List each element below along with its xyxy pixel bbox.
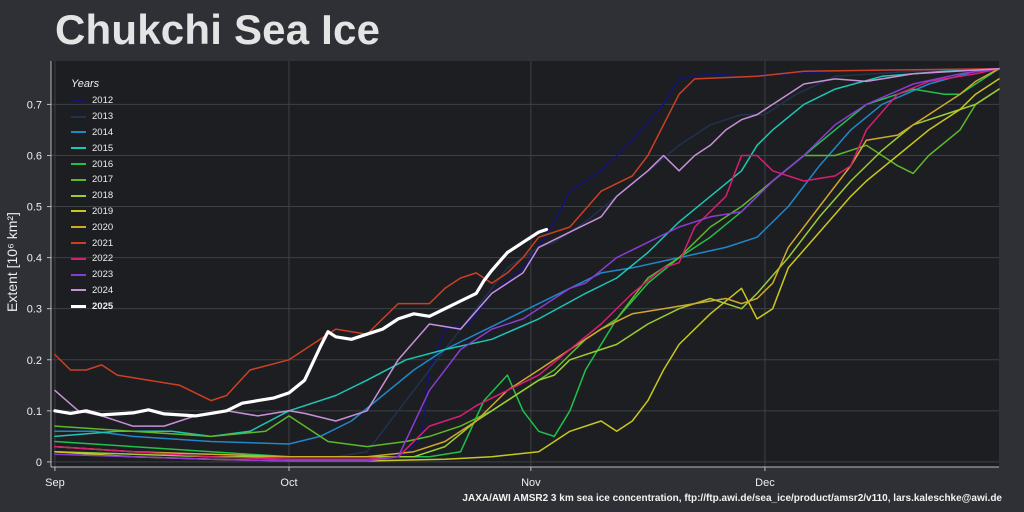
- series-line-2020: [54, 67, 1000, 458]
- legend-label: 2018: [92, 190, 114, 202]
- legend-swatch: [71, 210, 86, 213]
- series-line-2015: [54, 67, 1000, 438]
- legend-swatch: [71, 147, 86, 150]
- legend-swatch: [71, 242, 86, 245]
- legend-swatch: [71, 257, 86, 260]
- legend-swatch: [71, 289, 86, 292]
- series-line-2018: [54, 88, 1000, 458]
- legend-label: 2012: [92, 95, 114, 107]
- y-tick-labels: 0 0.1 0.2 0.3 0.4 0.5 0.6 0.7: [27, 99, 51, 469]
- legend-item-2017: 2017: [71, 172, 113, 188]
- legend-swatch: [71, 178, 86, 181]
- y-tick-label: 0: [36, 457, 42, 469]
- legend-label: 2024: [92, 284, 114, 296]
- legend-item-2022: 2022: [71, 251, 113, 267]
- legend-item-2015: 2015: [71, 140, 113, 156]
- series-line-2014: [54, 67, 1000, 445]
- legend-label: 2017: [92, 174, 114, 186]
- legend-label: 2023: [92, 269, 114, 281]
- legend-label: 2014: [92, 126, 114, 138]
- series-line-2019: [54, 78, 1000, 462]
- legend-item-2019: 2019: [71, 204, 113, 220]
- legend-item-2025: 2025: [71, 298, 113, 314]
- legend-label: 2013: [92, 111, 114, 123]
- legend-item-2014: 2014: [71, 125, 113, 141]
- y-tick-label: 0.3: [27, 304, 42, 316]
- series-line-2025: [53, 227, 549, 418]
- legend-item-2020: 2020: [71, 219, 113, 235]
- source-credit: JAXA/AWI AMSR2 3 km sea ice concentratio…: [462, 493, 1002, 504]
- legend-swatch: [71, 163, 86, 166]
- legend-swatch: [71, 194, 86, 197]
- legend-item-2013: 2013: [71, 109, 113, 125]
- x-tick-label: Oct: [280, 477, 297, 489]
- legend-label: 2020: [92, 221, 114, 233]
- x-tick-label: Nov: [521, 477, 541, 489]
- legend: Years 2012 2013 2014 2015 2016 2017 2018 2019 20…: [71, 78, 113, 314]
- series-lines: [53, 67, 1000, 462]
- legend-swatch: [71, 273, 86, 276]
- legend-item-2012: 2012: [71, 93, 113, 109]
- legend-swatch: [71, 226, 86, 229]
- series-line-2023: [54, 67, 1000, 462]
- y-tick-label: 0.4: [27, 253, 42, 265]
- legend-label: 2025: [92, 300, 114, 312]
- x-tick-label: Sep: [45, 477, 65, 489]
- y-tick-label: 0.2: [27, 355, 42, 367]
- legend-swatch: [71, 304, 86, 308]
- x-tick-labels: Sep Oct Nov Dec: [45, 467, 775, 489]
- legend-item-2021: 2021: [71, 235, 113, 251]
- y-tick-label: 0.1: [27, 406, 42, 418]
- legend-label: 2019: [92, 205, 114, 217]
- grid-lines: [50, 61, 999, 468]
- legend-item-2024: 2024: [71, 283, 113, 299]
- legend-label: 2022: [92, 253, 114, 265]
- legend-swatch: [71, 131, 86, 134]
- legend-label: 2016: [92, 158, 114, 170]
- legend-swatch: [71, 115, 86, 118]
- chart-title: Chukchi Sea Ice: [55, 6, 381, 53]
- series-line-2021: [54, 67, 1000, 402]
- y-tick-label: 0.5: [27, 202, 42, 214]
- y-tick-label: 0.7: [27, 99, 42, 111]
- legend-item-2023: 2023: [71, 267, 113, 283]
- y-tick-label: 0.6: [27, 150, 42, 162]
- legend-swatch: [71, 99, 86, 102]
- legend-title: Years: [71, 78, 100, 90]
- legend-label: 2015: [92, 142, 114, 154]
- legend-item-2016: 2016: [71, 156, 113, 172]
- x-tick-label: Dec: [755, 477, 775, 489]
- legend-label: 2021: [92, 237, 114, 249]
- legend-item-2018: 2018: [71, 188, 113, 204]
